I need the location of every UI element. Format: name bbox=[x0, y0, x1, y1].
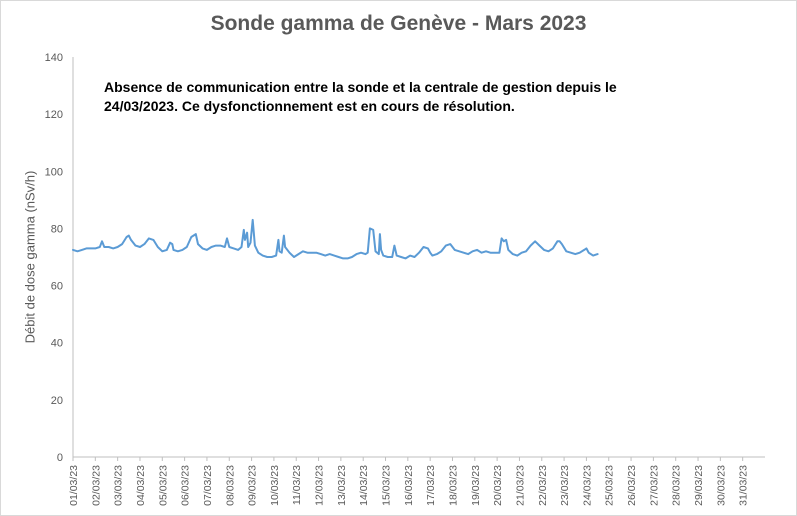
x-tick-label: 10/03/23 bbox=[269, 465, 281, 506]
y-tick-label: 80 bbox=[51, 223, 63, 235]
x-tick-label: 03/03/23 bbox=[113, 465, 125, 506]
x-tick-label: 23/03/23 bbox=[559, 465, 571, 506]
x-tick-label: 11/03/23 bbox=[291, 465, 303, 505]
y-tick-label: 120 bbox=[45, 109, 63, 121]
y-tick-label: 140 bbox=[45, 52, 63, 64]
x-tick-label: 06/03/23 bbox=[180, 465, 192, 506]
y-tick-label: 20 bbox=[51, 395, 63, 407]
x-tick-label: 17/03/23 bbox=[425, 465, 437, 506]
x-tick-label: 04/03/23 bbox=[135, 465, 147, 506]
x-tick-label: 15/03/23 bbox=[381, 465, 393, 506]
x-tick-label: 12/03/23 bbox=[314, 465, 326, 506]
series-line-0 bbox=[72, 218, 599, 260]
x-tick-label: 27/03/23 bbox=[648, 465, 660, 506]
x-tick-label: 25/03/23 bbox=[604, 465, 616, 506]
x-tick-label: 30/03/23 bbox=[715, 465, 727, 506]
y-tick-label: 100 bbox=[45, 166, 63, 178]
x-tick-label: 19/03/23 bbox=[470, 465, 482, 506]
y-tick-label: 0 bbox=[57, 452, 63, 464]
x-tick-label: 08/03/23 bbox=[224, 465, 236, 506]
x-tick-label: 14/03/23 bbox=[358, 465, 370, 506]
x-tick-label: 16/03/23 bbox=[403, 465, 415, 506]
x-tick-label: 22/03/23 bbox=[537, 465, 549, 506]
chart-annotation: Absence de communication entre la sonde … bbox=[104, 79, 617, 114]
x-tick-label: 28/03/23 bbox=[671, 465, 683, 506]
y-tick-label: 40 bbox=[51, 338, 63, 350]
x-tick-label: 18/03/23 bbox=[447, 465, 459, 506]
x-tick-label: 29/03/23 bbox=[693, 465, 705, 506]
x-tick-label: 26/03/23 bbox=[626, 465, 638, 506]
x-tick-label: 01/03/23 bbox=[68, 465, 80, 506]
x-tick-label: 09/03/23 bbox=[247, 465, 259, 506]
x-tick-label: 24/03/23 bbox=[581, 465, 593, 506]
x-tick-label: 05/03/23 bbox=[157, 465, 169, 506]
x-tick-label: 20/03/23 bbox=[492, 465, 504, 506]
x-tick-label: 13/03/23 bbox=[336, 465, 348, 506]
x-tick-label: 02/03/23 bbox=[90, 465, 102, 506]
y-tick-label: 60 bbox=[51, 281, 63, 293]
x-tick-label: 21/03/23 bbox=[514, 465, 526, 506]
x-tick-label: 31/03/23 bbox=[738, 465, 750, 506]
x-tick-label: 07/03/23 bbox=[202, 465, 214, 506]
chart-title: Sonde gamma de Genève - Mars 2023 bbox=[210, 12, 587, 35]
